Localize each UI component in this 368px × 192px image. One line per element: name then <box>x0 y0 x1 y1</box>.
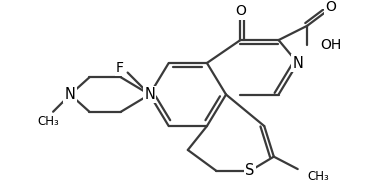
Text: CH₃: CH₃ <box>307 170 329 183</box>
Text: S: S <box>245 163 255 179</box>
Text: N: N <box>292 55 303 70</box>
Text: O: O <box>326 0 337 14</box>
Text: F: F <box>116 61 124 75</box>
Text: CH₃: CH₃ <box>38 115 59 128</box>
Text: OH: OH <box>321 38 342 52</box>
Text: N: N <box>65 87 76 102</box>
Text: O: O <box>235 4 246 18</box>
Text: N: N <box>144 87 155 102</box>
